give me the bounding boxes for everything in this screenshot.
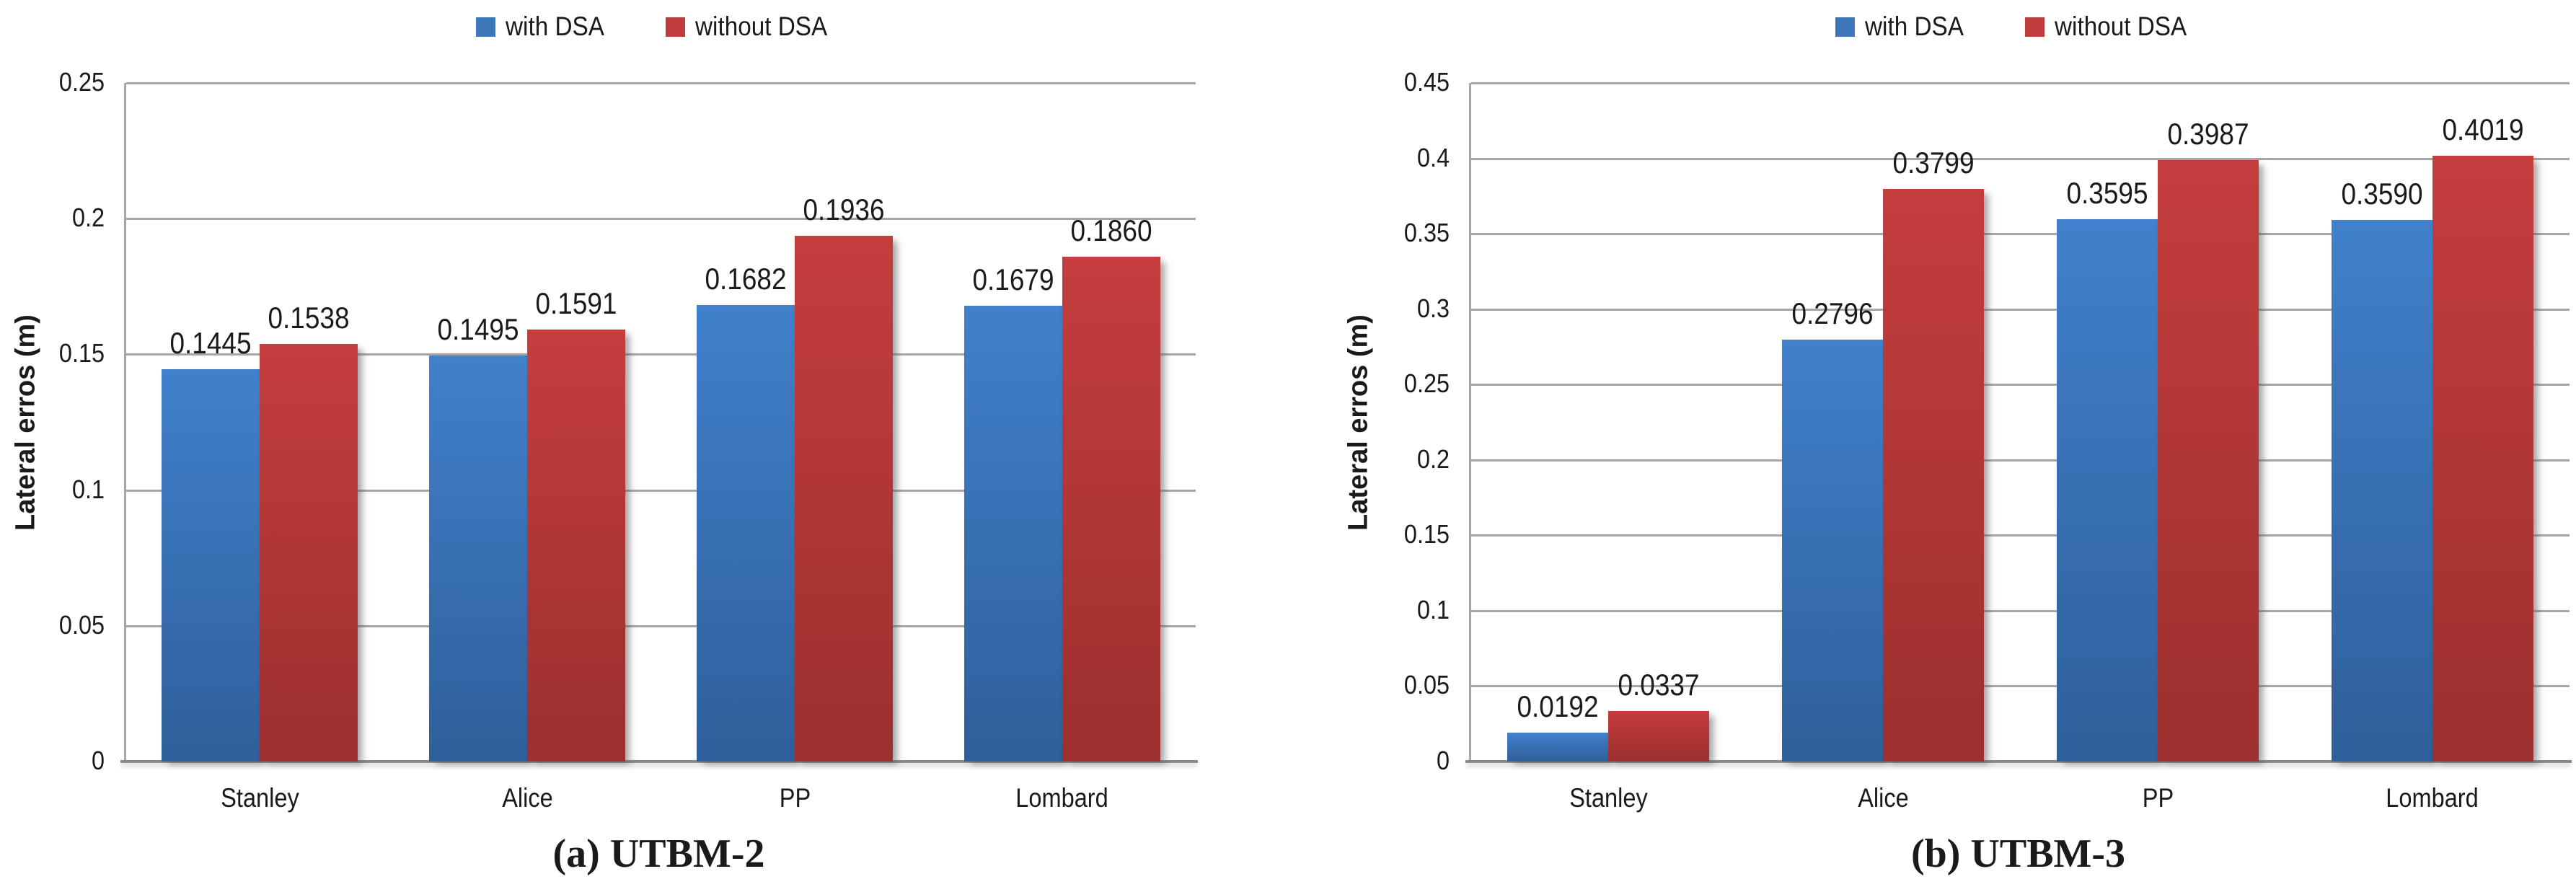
bar-without-dsa: [795, 236, 893, 761]
gridline: [1471, 233, 2570, 236]
legend-item-with-dsa: with DSA: [1835, 12, 1975, 42]
bar-without-dsa: [2158, 160, 2259, 761]
gridline: [126, 353, 1196, 356]
bar-without-dsa: [260, 344, 358, 761]
bar-with-dsa: [1782, 340, 1883, 761]
legend-label: with DSA: [505, 12, 604, 41]
bar-value-label: 0.1538: [268, 301, 350, 335]
legend-label: with DSA: [1864, 12, 1964, 41]
gridline: [126, 218, 1196, 221]
legend-swatch-without-dsa-icon: [2024, 17, 2045, 37]
x-category-label: PP: [779, 783, 811, 813]
y-tick-label: 0: [91, 746, 105, 775]
gridline: [1471, 685, 2570, 688]
bar-with-dsa: [2057, 219, 2158, 761]
bar-with-dsa: [697, 305, 795, 761]
plot-area: 0 0.05 0.1 0.15 0.2 0.25 0.1445 0.1538 Stanley 0.…: [59, 67, 1198, 813]
bar-with-dsa: [162, 369, 260, 761]
y-tick-label: 0.1: [1416, 594, 1450, 624]
y-tick-label: 0.35: [1403, 218, 1450, 248]
x-category-label: Stanley: [221, 783, 299, 813]
legend-swatch-with-dsa-icon: [1835, 17, 1855, 37]
chart-panel-utbm2: with DSA without DSA Lateral erros (m) 0…: [11, 10, 1198, 876]
legend-item-without-dsa: without DSA: [2024, 12, 2202, 42]
x-category-label: Alice: [1858, 783, 1909, 813]
legend: with DSA without DSA: [1469, 10, 2567, 43]
y-tick-label: 0.25: [1403, 368, 1450, 399]
bar-value-label: 0.3590: [2341, 177, 2423, 211]
y-tick-label: 0.1: [71, 474, 105, 504]
y-tick-label: 0.4: [1416, 142, 1450, 172]
y-tick-label: 0.15: [58, 338, 105, 368]
x-category-label: Stanley: [1569, 783, 1648, 813]
plot-area: 0 0.05 0.1 0.15 0.2 0.25 0.3 0.35 0.4 0.45 0.0192 0…: [1404, 67, 2572, 813]
y-tick-label: 0: [1436, 746, 1450, 775]
bar-without-dsa: [527, 330, 625, 761]
bar-without-dsa: [1062, 257, 1160, 761]
bar-value-label: 0.4019: [2442, 112, 2524, 146]
y-tick-label: 0.05: [1403, 670, 1450, 700]
bar-value-label: 0.1860: [1070, 213, 1152, 247]
legend-label: without DSA: [2054, 12, 2187, 41]
legend-item-with-dsa: with DSA: [475, 12, 615, 42]
x-axis-line: [1465, 760, 2572, 763]
y-axis-title: Lateral erros (m): [1343, 314, 1374, 531]
y-tick-label: 0.45: [1403, 67, 1450, 97]
bar-value-label: 0.0192: [1517, 689, 1599, 723]
bar-value-label: 0.1495: [437, 312, 519, 346]
gridline: [1471, 609, 2570, 612]
y-tick-label: 0.2: [1416, 443, 1450, 474]
bar-value-label: 0.2796: [1791, 296, 1874, 330]
bar-without-dsa: [2432, 156, 2533, 761]
legend-swatch-with-dsa-icon: [475, 17, 495, 37]
legend-item-without-dsa: without DSA: [665, 12, 842, 42]
bar-value-label: 0.3987: [2167, 117, 2249, 151]
gridline: [126, 624, 1196, 627]
y-tick-label: 0.25: [58, 67, 105, 97]
y-tick-label: 0.3: [1416, 293, 1450, 323]
legend-label: without DSA: [694, 12, 828, 41]
gridline: [1471, 459, 2570, 462]
bar-with-dsa: [429, 356, 527, 761]
bar-with-dsa: [2332, 220, 2432, 761]
bar-value-label: 0.1679: [972, 262, 1054, 296]
bar-value-label: 0.1936: [803, 193, 885, 226]
bar-value-label: 0.3595: [2066, 176, 2148, 210]
gridline: [1471, 82, 2570, 84]
gridline: [1471, 308, 2570, 311]
x-category-label: Lombard: [2386, 783, 2479, 813]
bar-value-label: 0.1682: [705, 262, 787, 296]
bar-with-dsa: [964, 306, 1062, 761]
bar-with-dsa: [1507, 733, 1608, 761]
gridline: [126, 82, 1196, 84]
gridline: [1471, 534, 2570, 537]
y-tick-label: 0.15: [1403, 519, 1450, 549]
legend: with DSA without DSA: [124, 10, 1194, 43]
bar-value-label: 0.3799: [1892, 146, 1975, 180]
x-category-label: Lombard: [1015, 783, 1108, 813]
gridline: [1471, 384, 2570, 387]
chart-panel-utbm3: with DSA without DSA Lateral erros (m) 0…: [1288, 0, 2576, 892]
caption: (b) UTBM-3: [1910, 831, 2126, 876]
y-tick-label: 0.05: [58, 609, 105, 640]
legend-swatch-without-dsa-icon: [665, 17, 685, 37]
x-category-label: PP: [2142, 783, 2174, 813]
bar-without-dsa: [1608, 711, 1709, 761]
bar-without-dsa: [1883, 189, 1984, 761]
bar-value-label: 0.0337: [1618, 668, 1700, 702]
gridline: [126, 489, 1196, 492]
y-tick-label: 0.2: [71, 203, 105, 233]
x-axis-line: [120, 760, 1198, 763]
gridline: [1471, 157, 2570, 160]
bar-value-label: 0.1445: [169, 326, 252, 360]
bar-value-label: 0.1591: [535, 286, 617, 320]
caption: (a) UTBM-2: [552, 831, 765, 876]
x-category-label: Alice: [502, 783, 553, 813]
